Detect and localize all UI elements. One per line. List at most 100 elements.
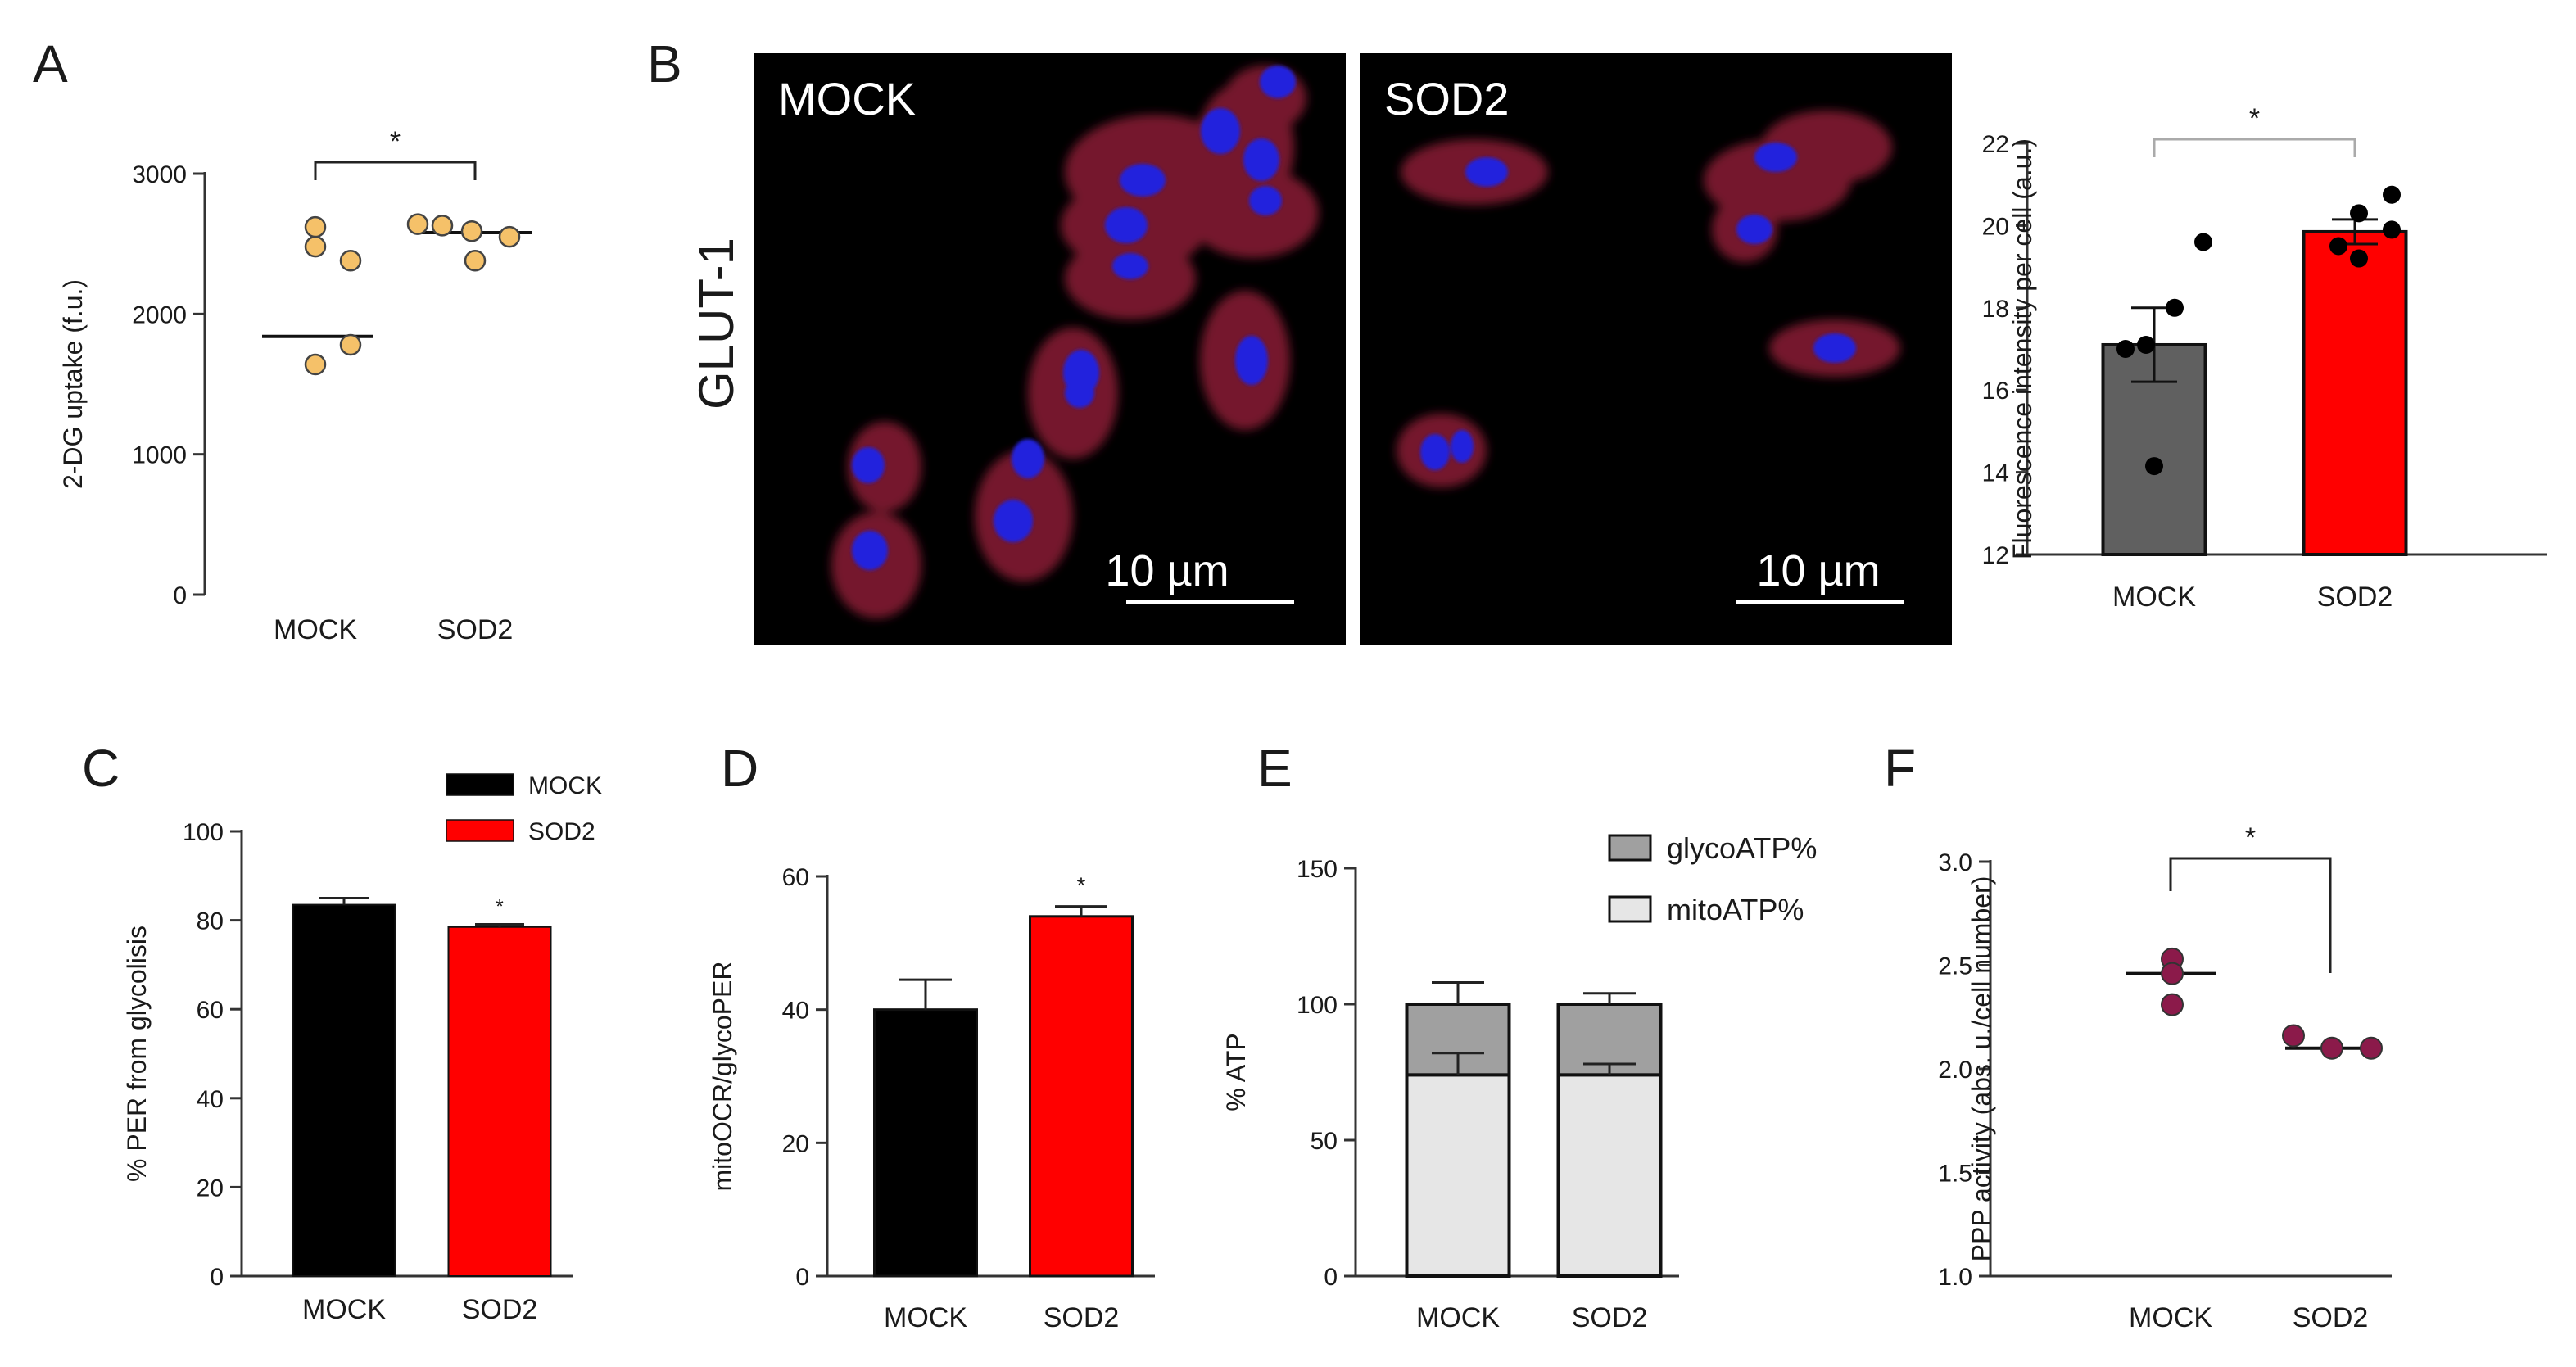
legend-swatch-c-0 — [446, 773, 514, 796]
y-tick-label-f-3: 2.5 — [1938, 953, 1972, 980]
data-point-b-0-2 — [2137, 335, 2155, 354]
chart-d: 0 20 40 60 MOCK SOD2 mitoOCR/glycoPER * — [708, 864, 1155, 1333]
y-tick-label-f-4: 3.0 — [1938, 849, 1972, 876]
bar-c-1 — [447, 926, 552, 1277]
bar-d-1 — [1029, 915, 1134, 1278]
data-point-a-0-3 — [339, 333, 362, 356]
x-category-label-f-0: MOCK — [2129, 1302, 2212, 1333]
x-category-label-c-0: MOCK — [302, 1294, 386, 1325]
bar-b-1 — [2302, 229, 2408, 556]
data-point-b-1-4 — [2350, 249, 2368, 268]
data-point-a-0-2 — [339, 249, 362, 272]
legend-label-c-0: MOCK — [528, 772, 602, 799]
data-point-b-0-3 — [2116, 340, 2135, 358]
legend-label-e-0: glycoATP% — [1667, 831, 1817, 865]
data-point-b-1-3 — [2329, 237, 2347, 256]
panel-letter-b: B — [647, 34, 682, 93]
x-category-label-e-0: MOCK — [1416, 1302, 1500, 1333]
bar-c-0 — [292, 903, 396, 1277]
data-point-a-1-4 — [464, 249, 487, 272]
y-tick-label-a-2: 2000 — [132, 301, 187, 328]
significance-bracket-f — [2169, 857, 2332, 973]
y-tick-label-b-0: 12 — [1982, 542, 2009, 569]
legend-swatch-c-1 — [446, 819, 514, 842]
panel-letter-c: C — [82, 739, 120, 798]
data-point-b-1-1 — [2350, 204, 2368, 223]
y-tick-label-a-3: 3000 — [132, 161, 187, 188]
micrograph-sod2-scale-text: 10 µm — [1756, 546, 1880, 595]
y-tick-label-e-3: 150 — [1297, 856, 1338, 883]
data-point-a-1-2 — [460, 220, 483, 242]
significance-star-a: * — [390, 126, 401, 157]
chart-e: 0 50 100 150 MOCK SOD2 % ATP glycoATP% mitoATP% — [1221, 831, 1817, 1333]
significance-star-d: * — [1077, 873, 1086, 899]
chart-f: 1.0 1.5 2.0 2.5 3.0 MOCK SOD2 PPP activity (abs… — [1938, 822, 2392, 1333]
significance-star-b: * — [2249, 103, 2260, 134]
data-point-b-0-1 — [2166, 298, 2184, 317]
x-category-label-b-1: SOD2 — [2317, 582, 2393, 613]
data-point-f-1-1 — [2320, 1036, 2343, 1060]
x-category-label-d-0: MOCK — [884, 1302, 967, 1333]
significance-star-f: * — [2245, 822, 2256, 853]
y-tick-label-c-5: 100 — [183, 819, 224, 846]
y-tick-label-d-3: 60 — [782, 864, 809, 891]
bar-d-0 — [873, 1008, 978, 1278]
data-point-a-0-4 — [304, 353, 327, 376]
legend-label-c-1: SOD2 — [528, 818, 595, 845]
x-category-label-d-1: SOD2 — [1044, 1302, 1120, 1333]
micrograph-sod2: SOD2 10 µm — [1360, 53, 1952, 645]
chart-a: 0 1000 2000 3000 MOCK SOD2 2-DG uptake (f.u.) * — [58, 126, 532, 645]
data-point-b-0-0 — [2194, 233, 2212, 251]
y-tick-label-a-1: 1000 — [132, 442, 187, 469]
y-tick-label-b-5: 22 — [1982, 131, 2009, 158]
y-tick-label-b-4: 20 — [1982, 213, 2009, 240]
y-tick-label-b-1: 14 — [1982, 460, 2009, 487]
y-tick-label-c-1: 20 — [197, 1175, 224, 1202]
x-category-label-c-1: SOD2 — [462, 1294, 538, 1325]
x-category-label-e-1: SOD2 — [1572, 1302, 1648, 1333]
micrograph-mock-scale-text: 10 µm — [1105, 546, 1229, 595]
data-point-b-1-2 — [2383, 220, 2401, 239]
data-point-b-0-4 — [2145, 457, 2163, 476]
y-tick-label-d-1: 20 — [782, 1130, 809, 1157]
y-axis-label-e: % ATP — [1221, 1033, 1251, 1111]
y-tick-label-b-3: 18 — [1982, 296, 2009, 323]
data-point-f-1-2 — [2360, 1036, 2383, 1060]
significance-bracket-a — [314, 161, 477, 180]
chart-b-quant: 12 14 16 18 20 22 MOCK SOD2 Fluorescence intensi… — [1982, 103, 2547, 613]
panel-letter-e: E — [1257, 739, 1293, 798]
chart-c: 0 20 40 60 80 100 MOCK SOD2 % PER from glycolisi… — [122, 772, 602, 1325]
data-point-f-0-2 — [2161, 993, 2184, 1016]
significance-bracket-b — [2153, 138, 2356, 157]
y-tick-label-d-2: 40 — [782, 998, 809, 1025]
data-point-a-0-0 — [304, 215, 327, 238]
y-tick-label-a-0: 0 — [173, 582, 187, 609]
y-tick-label-c-4: 80 — [197, 908, 224, 935]
y-tick-label-f-1: 1.5 — [1938, 1161, 1972, 1188]
glut1-label: GLUT-1 — [689, 238, 744, 410]
panel-letter-a: A — [33, 34, 68, 93]
micrograph-sod2-label: SOD2 — [1384, 73, 1510, 124]
data-point-a-1-3 — [498, 225, 521, 248]
data-point-a-0-1 — [304, 235, 327, 258]
significance-star-c: * — [496, 895, 503, 917]
micrograph-mock: MOCK 10 µm — [754, 53, 1346, 645]
y-tick-label-c-0: 0 — [210, 1264, 224, 1291]
y-axis-label-b: Fluorescence intensity per cell (a.u.) — [2008, 138, 2037, 559]
legend-swatch-e-1 — [1608, 895, 1652, 923]
y-tick-label-e-2: 100 — [1297, 992, 1338, 1019]
data-point-b-1-0 — [2383, 185, 2401, 204]
y-tick-label-c-3: 60 — [197, 997, 224, 1024]
x-category-label-f-1: SOD2 — [2293, 1302, 2369, 1333]
data-point-f-1-0 — [2282, 1024, 2305, 1048]
legend-swatch-e-0 — [1608, 834, 1652, 862]
bar-e-mito-0 — [1405, 1073, 1511, 1278]
bar-e-mito-1 — [1556, 1073, 1663, 1278]
y-tick-label-c-2: 40 — [197, 1086, 224, 1113]
panel-letter-f: F — [1884, 739, 1916, 798]
data-point-a-1-0 — [406, 213, 429, 235]
y-axis-label-f: PPP activity (abs. u./cell number) — [1967, 876, 1996, 1262]
y-axis-label-a: 2-DG uptake (f.u.) — [58, 279, 88, 489]
y-tick-label-e-1: 50 — [1311, 1128, 1338, 1155]
